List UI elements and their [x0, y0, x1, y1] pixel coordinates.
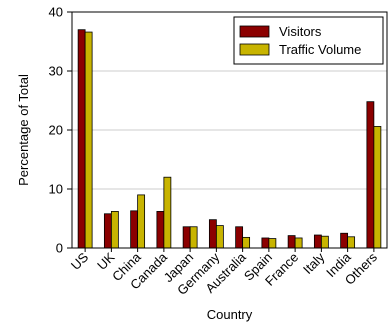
bar-visitors — [340, 232, 349, 249]
bar-visitors — [366, 101, 375, 249]
bar-visitors — [261, 237, 270, 249]
bar-visitors — [208, 219, 217, 249]
x-tick-label: US — [68, 249, 92, 273]
bar-traffic-volume — [347, 236, 356, 249]
y-tick-label: 0 — [56, 241, 63, 256]
gridlines — [72, 70, 387, 190]
legend-label: Visitors — [279, 24, 322, 39]
y-axis: 0 10 20 30 40 — [49, 5, 72, 256]
bar-traffic-volume — [215, 225, 224, 249]
legend-swatch — [239, 43, 270, 56]
y-axis-label: Percentage of Total — [16, 74, 31, 186]
bar-traffic-volume — [294, 237, 303, 249]
legend: Visitors Traffic Volume — [233, 16, 384, 65]
legend-label: Traffic Volume — [279, 42, 361, 57]
bar-traffic-volume — [189, 226, 198, 249]
bar-visitors — [77, 29, 86, 249]
bar-traffic-volume — [373, 126, 382, 249]
bar-visitors — [287, 235, 296, 249]
legend-box — [233, 16, 384, 65]
bar-traffic-volume — [110, 211, 119, 249]
y-tick-label: 40 — [49, 5, 63, 20]
y-tick-label: 10 — [49, 182, 63, 197]
bar-traffic-volume — [268, 238, 277, 249]
x-axis-label: Country — [207, 307, 253, 322]
bar-visitors — [313, 234, 322, 249]
bar-traffic-volume — [137, 194, 146, 249]
bar-visitors — [182, 226, 191, 249]
bar-visitors — [156, 211, 165, 249]
bar-traffic-volume — [320, 235, 329, 249]
bar-traffic-volume — [242, 236, 251, 249]
bar-traffic-volume — [163, 176, 172, 249]
y-tick-label: 20 — [49, 123, 63, 138]
bar-visitors — [235, 226, 244, 249]
bar-traffic-volume — [84, 31, 93, 249]
x-axis: US UKChinaCanadaJapanGermanyAustraliaSpai… — [68, 248, 380, 298]
bar-visitors — [130, 210, 139, 249]
y-tick-label: 30 — [49, 64, 63, 79]
legend-swatch — [239, 25, 270, 38]
bar-visitors — [103, 213, 112, 249]
x-tick-label: Italy — [300, 249, 328, 277]
